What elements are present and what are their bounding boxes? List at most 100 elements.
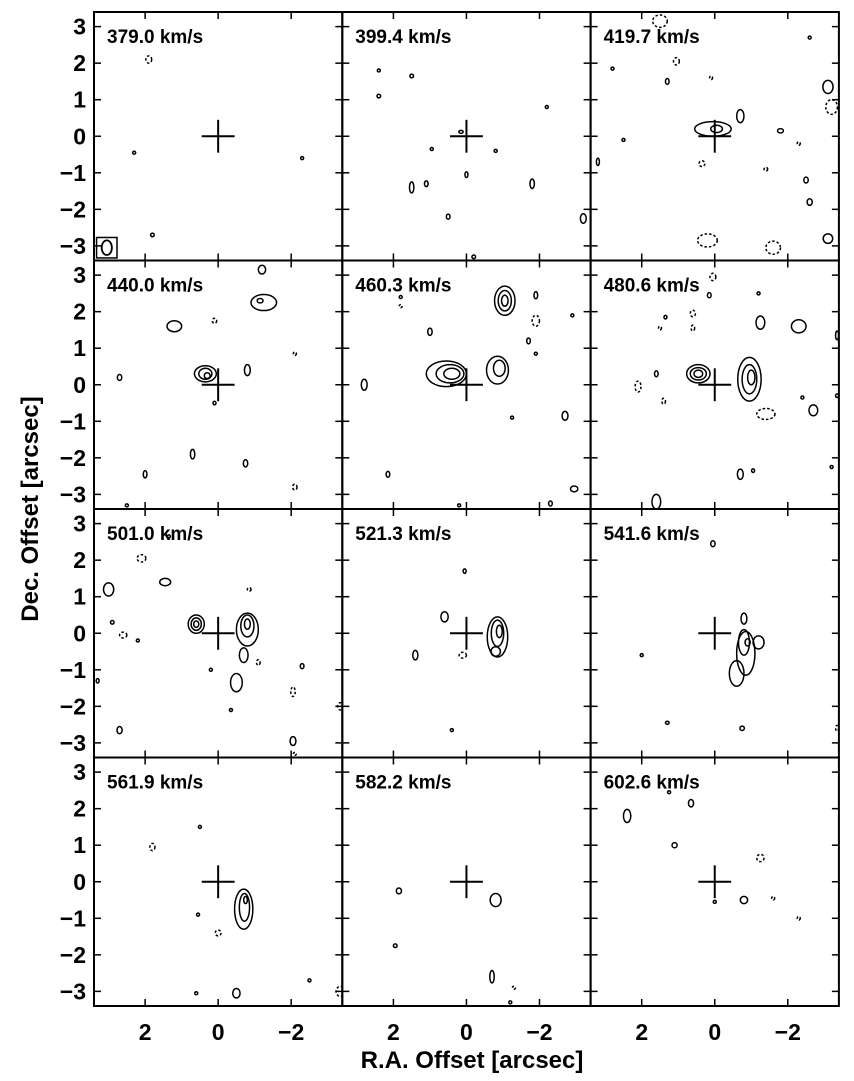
panel: 582.2 km/s bbox=[341, 756, 592, 1007]
y-tick-label: 1 bbox=[73, 584, 86, 610]
contour-group bbox=[392, 887, 517, 1005]
negative-contour bbox=[796, 140, 801, 147]
x-tick-label: 0 bbox=[708, 1019, 721, 1045]
positive-contour bbox=[653, 370, 659, 378]
x-tick-label: −2 bbox=[526, 1019, 552, 1045]
positive-contour bbox=[193, 365, 218, 383]
positive-contour bbox=[299, 662, 305, 670]
positive-contour bbox=[131, 150, 137, 155]
y-tick-label: 2 bbox=[73, 547, 86, 573]
positive-contour bbox=[570, 313, 575, 318]
negative-contour bbox=[661, 397, 667, 405]
y-tick-label: −2 bbox=[60, 445, 86, 471]
positive-contour bbox=[445, 213, 451, 220]
positive-contour bbox=[493, 148, 498, 154]
positive-contour bbox=[376, 93, 382, 99]
positive-contour bbox=[189, 448, 196, 460]
x-tick-label: 2 bbox=[139, 1019, 152, 1045]
positive-contour bbox=[525, 337, 532, 345]
positive-contour bbox=[744, 637, 751, 647]
positive-contour bbox=[242, 895, 249, 905]
y-tick-label: −2 bbox=[60, 693, 86, 719]
x-tick-label: 2 bbox=[635, 1019, 648, 1045]
positive-contour bbox=[102, 582, 115, 597]
y-tick-label: 0 bbox=[73, 620, 86, 646]
positive-contour bbox=[229, 672, 243, 693]
positive-contour bbox=[651, 493, 662, 509]
contour-group bbox=[622, 789, 801, 921]
x-tick-label: 2 bbox=[387, 1019, 400, 1045]
positive-contour bbox=[243, 618, 252, 630]
velocity-label: 602.6 km/s bbox=[604, 773, 700, 794]
positive-contour bbox=[800, 395, 805, 400]
positive-contour bbox=[360, 378, 368, 391]
y-tick-label: −3 bbox=[60, 233, 86, 259]
positive-contour bbox=[257, 264, 267, 275]
positive-contour bbox=[741, 363, 758, 395]
negative-contour bbox=[689, 309, 697, 318]
contour-group bbox=[412, 568, 509, 733]
positive-contour bbox=[116, 725, 123, 735]
positive-contour bbox=[187, 614, 206, 634]
positive-contour bbox=[739, 895, 749, 905]
y-tick-label: 3 bbox=[73, 511, 86, 537]
positive-contour bbox=[238, 892, 251, 922]
y-tick-label: 1 bbox=[73, 832, 86, 858]
negative-contour bbox=[708, 75, 714, 81]
positive-contour bbox=[193, 990, 199, 996]
negative-contour bbox=[651, 14, 669, 29]
panel: 379.0 km/s bbox=[93, 11, 344, 262]
positive-contour bbox=[706, 291, 712, 299]
positive-contour bbox=[547, 500, 554, 507]
positive-contour bbox=[752, 635, 765, 650]
beam-ellipse bbox=[100, 239, 113, 256]
velocity-label: 440.0 km/s bbox=[107, 276, 203, 297]
y-axis: 3 2 1 0 −1 −2 −3 3 2 1 0 −1 −2 −3 3 2 1 0 −1 −2 −3 3 2 1 0 −1 −2 −3 bbox=[60, 14, 86, 1005]
negative-contour bbox=[255, 658, 261, 667]
contour-group bbox=[116, 264, 298, 508]
y-tick-label: 1 bbox=[73, 335, 86, 361]
positive-contour bbox=[398, 294, 403, 300]
velocity-label: 460.3 km/s bbox=[355, 276, 451, 297]
positive-contour bbox=[495, 624, 503, 639]
x-axis: 2 0 −2 2 0 −2 2 0 −2 bbox=[139, 1019, 801, 1045]
positive-contour bbox=[289, 735, 297, 747]
panel: 501.0 km/s bbox=[93, 508, 344, 759]
positive-contour bbox=[166, 534, 172, 539]
x-tick-label: −2 bbox=[775, 1019, 801, 1045]
y-tick-label: 0 bbox=[73, 372, 86, 398]
positive-contour bbox=[689, 366, 708, 381]
y-tick-label: −2 bbox=[60, 942, 86, 968]
contour-group bbox=[634, 272, 839, 509]
positive-contour bbox=[569, 485, 579, 493]
positive-contour bbox=[822, 79, 834, 95]
positive-contour bbox=[735, 630, 756, 677]
positive-contour bbox=[639, 652, 644, 658]
y-tick-label: 3 bbox=[73, 759, 86, 785]
positive-contour bbox=[212, 400, 217, 406]
positive-contour bbox=[142, 469, 148, 479]
positive-contour bbox=[158, 577, 172, 587]
positive-contour bbox=[595, 157, 601, 167]
positive-contour bbox=[409, 73, 415, 79]
positive-contour bbox=[664, 77, 670, 86]
y-tick-label: 0 bbox=[73, 869, 86, 895]
positive-contour bbox=[509, 415, 515, 420]
positive-contour bbox=[490, 646, 502, 658]
velocity-label: 561.9 km/s bbox=[107, 773, 203, 794]
positive-contour bbox=[423, 180, 429, 188]
beam-box bbox=[95, 236, 118, 259]
positive-contour bbox=[435, 363, 465, 384]
negative-contour bbox=[531, 314, 541, 328]
positive-contour bbox=[235, 612, 260, 647]
positive-contour bbox=[693, 120, 732, 137]
positive-contour bbox=[299, 155, 305, 161]
panel: 602.6 km/s bbox=[589, 756, 840, 1007]
positive-contour bbox=[493, 285, 516, 317]
y-tick-label: −3 bbox=[60, 730, 86, 756]
y-tick-label: 3 bbox=[73, 262, 86, 288]
positive-contour bbox=[740, 612, 748, 625]
contour-group bbox=[595, 14, 839, 256]
positive-contour bbox=[192, 620, 200, 629]
positive-contour bbox=[190, 617, 203, 632]
